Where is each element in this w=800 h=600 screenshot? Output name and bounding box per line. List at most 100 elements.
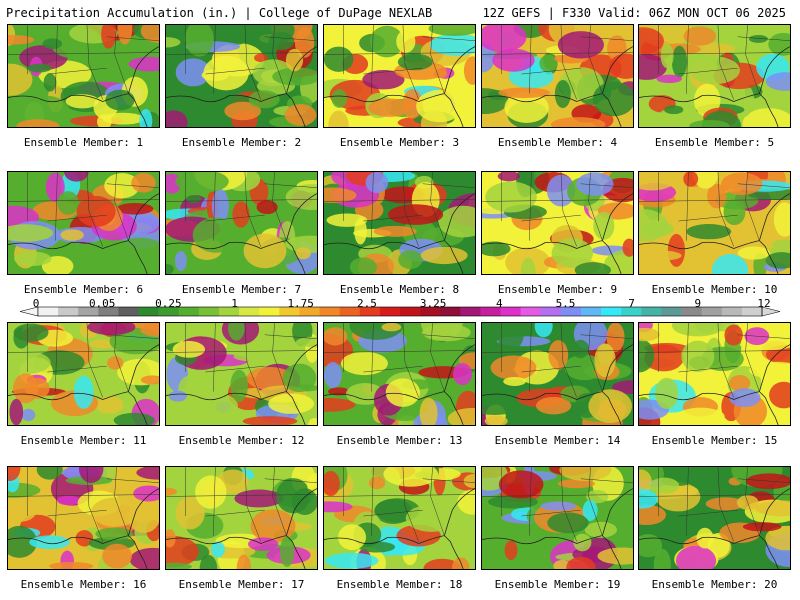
colorbar-tick-label: 1	[231, 297, 238, 310]
state-borders	[639, 323, 790, 398]
precip-field	[324, 467, 475, 569]
colorbar-swatch	[58, 307, 79, 316]
state-borders	[639, 467, 790, 542]
colorbar-swatch	[138, 307, 159, 316]
colorbar-swatch	[400, 307, 421, 316]
colorbar-tick-label: 0	[32, 297, 40, 310]
coastline	[166, 46, 317, 127]
colorbar-tick-label: 5.5	[555, 297, 576, 310]
coastline	[8, 488, 159, 569]
coastline	[482, 488, 633, 569]
ensemble-member-map	[165, 466, 318, 570]
ensemble-member-map	[323, 322, 476, 426]
colorbar-swatch	[359, 307, 381, 316]
colorbar-swatch	[621, 307, 642, 316]
colorbar-tick-label: 7	[628, 297, 635, 310]
colorbar-tick-label: 12	[757, 297, 771, 310]
state-borders	[166, 323, 317, 398]
coastline	[639, 46, 790, 127]
ensemble-member-label: Ensemble Member: 1	[23, 136, 144, 149]
colorbar-tick-label: 4	[495, 297, 503, 310]
ensemble-member-label: Ensemble Member: 9	[497, 283, 618, 296]
precip-field	[482, 467, 633, 569]
state-borders	[166, 172, 317, 247]
precip-field	[639, 323, 790, 425]
colorbar-swatch	[158, 307, 180, 316]
coastline	[166, 488, 317, 569]
coastline	[324, 488, 475, 569]
ensemble-member-map	[481, 466, 634, 570]
state-borders	[324, 323, 475, 398]
state-borders	[166, 25, 317, 100]
precip-field	[639, 172, 790, 274]
state-borders	[324, 172, 475, 247]
colorbar-swatch	[38, 307, 59, 316]
ensemble-member-map	[638, 171, 791, 275]
coastline	[324, 46, 475, 127]
precip-field	[482, 172, 633, 274]
state-borders	[166, 467, 317, 542]
model-valid-time: 12Z GEFS | F330 Valid: 06Z MON OCT 06 20…	[482, 6, 786, 20]
state-borders	[324, 25, 475, 100]
colorbar-swatch	[641, 307, 662, 316]
state-borders	[8, 467, 159, 542]
colorbar-swatch	[721, 307, 743, 316]
colorbar-outline	[37, 306, 763, 317]
precip-field	[324, 323, 475, 425]
ensemble-member-label: Ensemble Member: 11	[20, 434, 147, 447]
colorbar-swatch	[420, 307, 441, 316]
coastline	[482, 46, 633, 127]
ensemble-member-label: Ensemble Member: 14	[494, 434, 621, 447]
state-borders	[324, 467, 475, 542]
ensemble-member-label: Ensemble Member: 17	[178, 578, 305, 591]
ensemble-member-map	[7, 171, 160, 275]
precip-field	[8, 172, 159, 274]
ensemble-member-map	[323, 466, 476, 570]
precip-field	[166, 25, 317, 127]
coastline	[482, 193, 633, 274]
colorbar-swatch	[520, 307, 542, 316]
state-borders	[8, 323, 159, 398]
colorbar-swatch	[118, 307, 139, 316]
ensemble-member-map	[638, 24, 791, 128]
colorbar-swatch	[379, 307, 401, 316]
colorbar-swatch	[339, 307, 361, 316]
precip-field	[166, 323, 317, 425]
state-borders	[639, 25, 790, 100]
ensemble-member-map	[7, 466, 160, 570]
colorbar-swatch	[78, 307, 99, 316]
coastline	[639, 344, 790, 425]
ensemble-member-label: Ensemble Member: 6	[23, 283, 144, 296]
colorbar-swatch	[98, 307, 119, 316]
state-borders	[482, 467, 633, 542]
state-borders	[8, 25, 159, 100]
ensemble-member-map	[638, 322, 791, 426]
colorbar-tick-label: 0.05	[88, 297, 116, 310]
state-borders	[482, 323, 633, 398]
colorbar-swatch	[239, 307, 260, 316]
ensemble-member-label: Ensemble Member: 15	[651, 434, 778, 447]
colorbar-swatch	[681, 307, 702, 316]
colorbar-swatch	[299, 307, 320, 316]
colorbar-tick-label: 9	[694, 297, 702, 310]
colorbar-swatch	[581, 307, 602, 316]
ensemble-member-map	[481, 171, 634, 275]
colorbar-tick-label: 1.75	[287, 297, 314, 310]
precip-field	[8, 467, 159, 569]
colorbar-swatch	[178, 307, 200, 316]
precip-field	[166, 172, 317, 274]
colorbar-swatch	[219, 307, 240, 316]
colorbar-swatch	[500, 307, 521, 316]
coastline	[639, 488, 790, 569]
ensemble-member-map	[638, 466, 791, 570]
state-borders	[8, 172, 159, 247]
ensemble-member-label: Ensemble Member: 18	[336, 578, 463, 591]
precip-field	[639, 25, 790, 127]
colorbar-swatch	[259, 307, 280, 316]
ensemble-member-label: Ensemble Member: 2	[181, 136, 302, 149]
ensemble-member-map	[165, 24, 318, 128]
coastline	[166, 344, 317, 425]
coastline	[8, 344, 159, 425]
precip-field	[8, 25, 159, 127]
ensemble-member-label: Ensemble Member: 4	[497, 136, 618, 149]
